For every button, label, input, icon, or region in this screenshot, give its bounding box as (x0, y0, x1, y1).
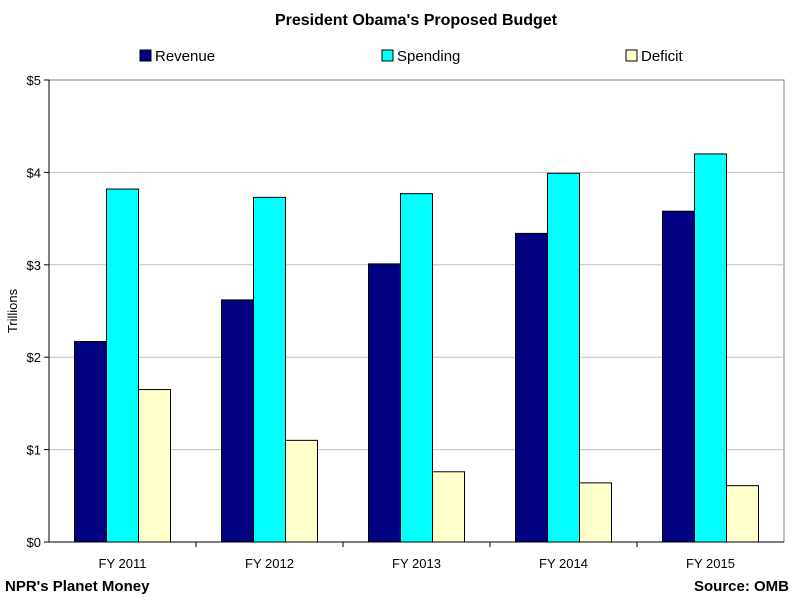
x-tick-label: FY 2012 (245, 556, 294, 571)
legend-label-deficit: Deficit (641, 48, 684, 65)
legend-swatch-revenue (139, 49, 152, 62)
bar-deficit (138, 389, 171, 543)
legend: Revenue Spending Deficit (139, 48, 684, 65)
bar-revenue (515, 232, 548, 543)
bar-revenue (662, 210, 695, 543)
x-tick-label: FY 2013 (392, 556, 441, 571)
x-tick-label: FY 2011 (99, 556, 147, 571)
bars (74, 153, 759, 543)
bar-deficit (726, 485, 759, 543)
legend-swatch-spending (381, 49, 394, 62)
y-tick-label: $3 (27, 258, 41, 273)
legend-swatch-deficit (625, 49, 638, 62)
bar-revenue (368, 263, 401, 543)
footer-credit: NPR's Planet Money (5, 578, 150, 595)
y-tick-label: $4 (27, 165, 41, 180)
chart-title: President Obama's Proposed Budget (275, 12, 558, 29)
bar-deficit (432, 471, 465, 543)
bar-deficit (285, 439, 318, 543)
y-tick-label: $0 (27, 535, 41, 550)
footer-source: Source: OMB (694, 578, 789, 595)
bar-spending (694, 153, 727, 543)
plot-area: $0$1$2$3$4$5 FY 2011 FY 2012 FY 2013 FY 201… (27, 73, 785, 571)
y-axis-label: Trillions (5, 288, 20, 333)
legend-label-revenue: Revenue (155, 48, 215, 65)
bar-spending (106, 188, 139, 543)
bar-spending (253, 196, 286, 543)
x-tick-label: FY 2014 (539, 556, 588, 571)
y-tick-label: $1 (27, 443, 41, 458)
x-tick-label: FY 2015 (686, 556, 735, 571)
bar-revenue (74, 340, 107, 543)
bar-spending (547, 172, 580, 543)
bar-spending (400, 193, 433, 543)
y-tick-label: $2 (27, 350, 41, 365)
bar-deficit (579, 482, 612, 543)
y-axis: $0 $1 $2 $3 $4 $5 (27, 73, 50, 550)
y-tick-label: $5 (27, 73, 41, 88)
legend-label-spending: Spending (397, 48, 460, 65)
bar-revenue (221, 299, 254, 543)
x-axis: FY 2011 FY 2012 FY 2013 FY 2014 FY 2015 (49, 541, 784, 571)
